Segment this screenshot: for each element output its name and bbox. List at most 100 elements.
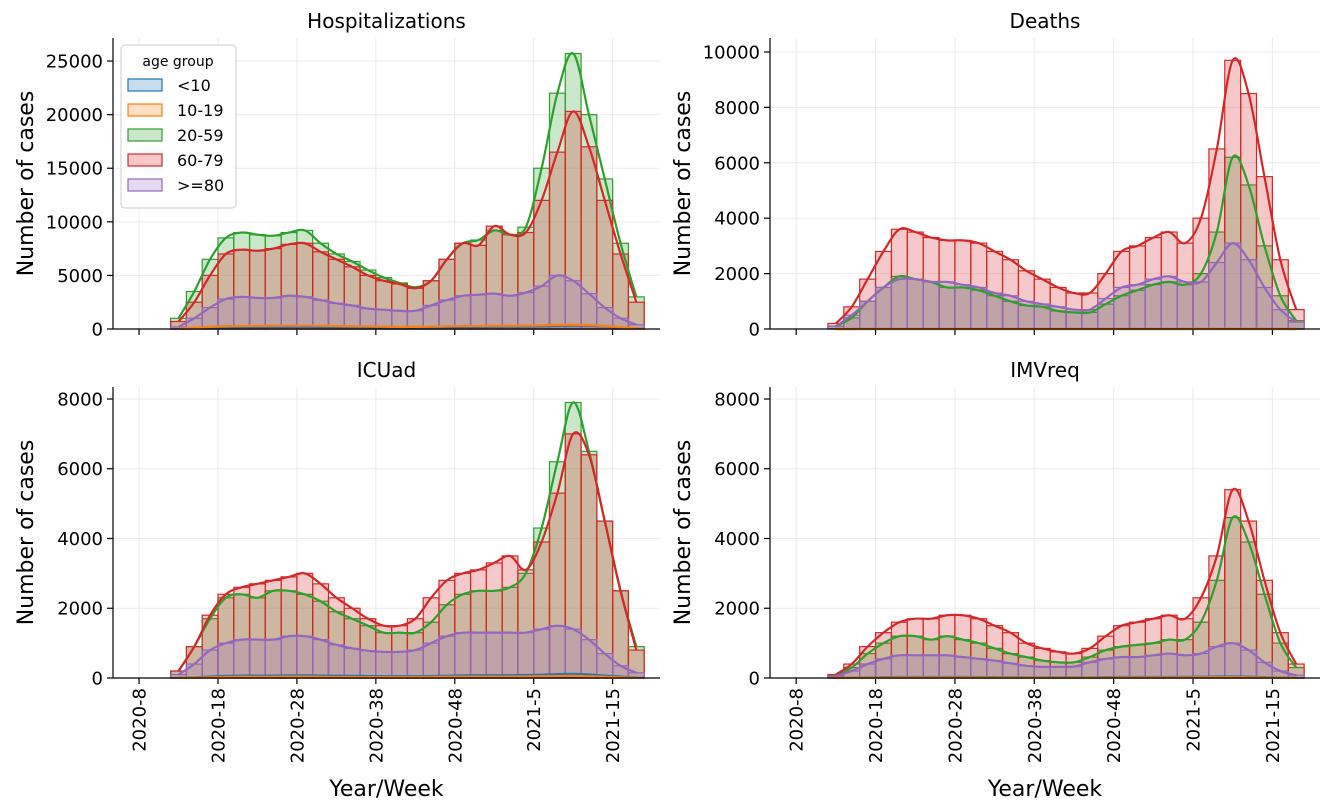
y-tick-label: 0: [92, 320, 103, 341]
histogram-bar: [906, 654, 924, 679]
histogram-bar: [1192, 652, 1210, 679]
x-tick-label: 2021-15: [1263, 688, 1284, 763]
subplot-title: ICUad: [357, 358, 416, 382]
histogram-bar: [454, 295, 472, 330]
y-tick-label: 0: [749, 669, 760, 690]
histogram-bar: [438, 635, 456, 679]
y-tick-label: 25000: [46, 52, 103, 73]
x-tick-label: 2020-28: [287, 688, 308, 763]
legend-swatch: [127, 178, 163, 192]
density-line: [177, 274, 637, 328]
legend-swatch: [127, 78, 163, 92]
histogram-bar: [1001, 662, 1020, 679]
histogram-bar: [217, 298, 235, 330]
histogram-bar: [1224, 242, 1242, 330]
histogram-bar: [1208, 261, 1226, 330]
histogram-bar: [233, 639, 251, 679]
histogram-bar: [564, 628, 582, 679]
histogram-bar: [296, 296, 314, 330]
histogram-bar: [233, 296, 251, 330]
density-line: [177, 431, 638, 672]
y-tick-label: 6000: [714, 153, 760, 174]
y-tick-label: 6000: [57, 459, 103, 480]
legend-label: 60-79: [177, 151, 224, 170]
legend-title: age group: [142, 54, 213, 70]
legend-swatch: [127, 153, 163, 167]
histogram-bar: [1192, 281, 1210, 330]
x-tick-label: 2020-18: [866, 688, 887, 763]
histogram-bar: [248, 639, 266, 679]
y-tick-label: 20000: [46, 105, 103, 126]
histogram-bar: [327, 644, 345, 679]
y-tick-label: 5000: [57, 266, 103, 287]
histogram-bar: [422, 642, 440, 679]
legend-box: [120, 44, 237, 209]
x-tick-label: 2020-28: [945, 688, 966, 763]
subplot: Hospitalizations Number of cases 0 5000 1000…: [14, 9, 660, 341]
histogram-bar: [501, 295, 519, 330]
density-line: [835, 515, 1298, 677]
histogram-bar: [517, 291, 535, 330]
y-axis-label: Number of cases: [671, 91, 696, 277]
legend: age group <10 10-19 20-59 60-79 >=80: [120, 44, 237, 209]
histogram-bar: [938, 654, 956, 679]
histogram-bar: [264, 297, 282, 330]
histogram-bar: [874, 658, 893, 679]
x-tick-label: 2020-48: [1104, 688, 1125, 763]
density-line: [178, 323, 637, 330]
density-line: [177, 401, 638, 672]
histogram-bar: [1208, 646, 1226, 679]
x-axis-label: Year/Week: [328, 777, 444, 802]
y-tick-label: 8000: [714, 389, 760, 410]
legend-swatch: [127, 128, 163, 142]
histogram-bar: [922, 654, 940, 679]
legend-label: <10: [177, 76, 211, 95]
histogram-bar: [1160, 652, 1178, 679]
histogram-bar: [874, 286, 893, 330]
histogram-bar: [312, 639, 330, 679]
histogram-bar: [1160, 275, 1178, 330]
y-tick-label: 4000: [57, 529, 103, 550]
x-tick-label: 2020-18: [208, 688, 229, 763]
histogram-bar: [375, 651, 393, 679]
histogram-bar: [890, 654, 908, 679]
y-tick-label: 10000: [703, 42, 760, 63]
x-tick-label: 2021-5: [1184, 688, 1205, 752]
density-line: [835, 641, 1297, 678]
y-axis-label: Number of cases: [14, 91, 39, 277]
y-tick-label: 4000: [714, 529, 760, 550]
subplot: IMVreq Number of cases Year/Week 0 2000 4000 6…: [671, 358, 1320, 802]
density-line: [177, 110, 638, 323]
density-line: [835, 242, 1297, 328]
histogram-bar: [1128, 656, 1146, 679]
histogram-bar: [548, 274, 566, 330]
histogram-bar: [485, 632, 503, 679]
y-tick-label: 6000: [714, 459, 760, 480]
histogram-bar: [548, 625, 566, 679]
histogram-bar: [1224, 642, 1242, 679]
y-tick-label: 15000: [46, 159, 103, 180]
y-tick-label: 0: [92, 669, 103, 690]
histogram-bar: [517, 632, 535, 679]
histogram-bar: [890, 278, 908, 330]
subplot-title: IMVreq: [1010, 358, 1080, 382]
x-tick-label: 2020-48: [445, 688, 466, 763]
y-tick-label: 10000: [46, 212, 103, 233]
histogram-bar: [217, 642, 235, 679]
histogram-bar: [280, 635, 298, 679]
histogram-bar: [970, 286, 988, 330]
y-axis-label: Number of cases: [671, 440, 696, 626]
histogram-bar: [1176, 654, 1194, 679]
legend-label: 10-19: [177, 101, 224, 120]
histogram-bar: [970, 658, 988, 679]
histogram-bar: [1255, 286, 1273, 330]
histogram-bar: [954, 656, 972, 679]
density-line: [178, 674, 637, 679]
x-tick-label: 2021-15: [603, 688, 624, 763]
histogram-bar: [280, 295, 298, 330]
histogram-bar: [296, 635, 314, 679]
x-axis-label: Year/Week: [987, 777, 1103, 802]
histogram-bar: [438, 299, 456, 330]
x-tick-label: 2020-8: [787, 688, 808, 752]
y-tick-label: 0: [749, 320, 760, 341]
